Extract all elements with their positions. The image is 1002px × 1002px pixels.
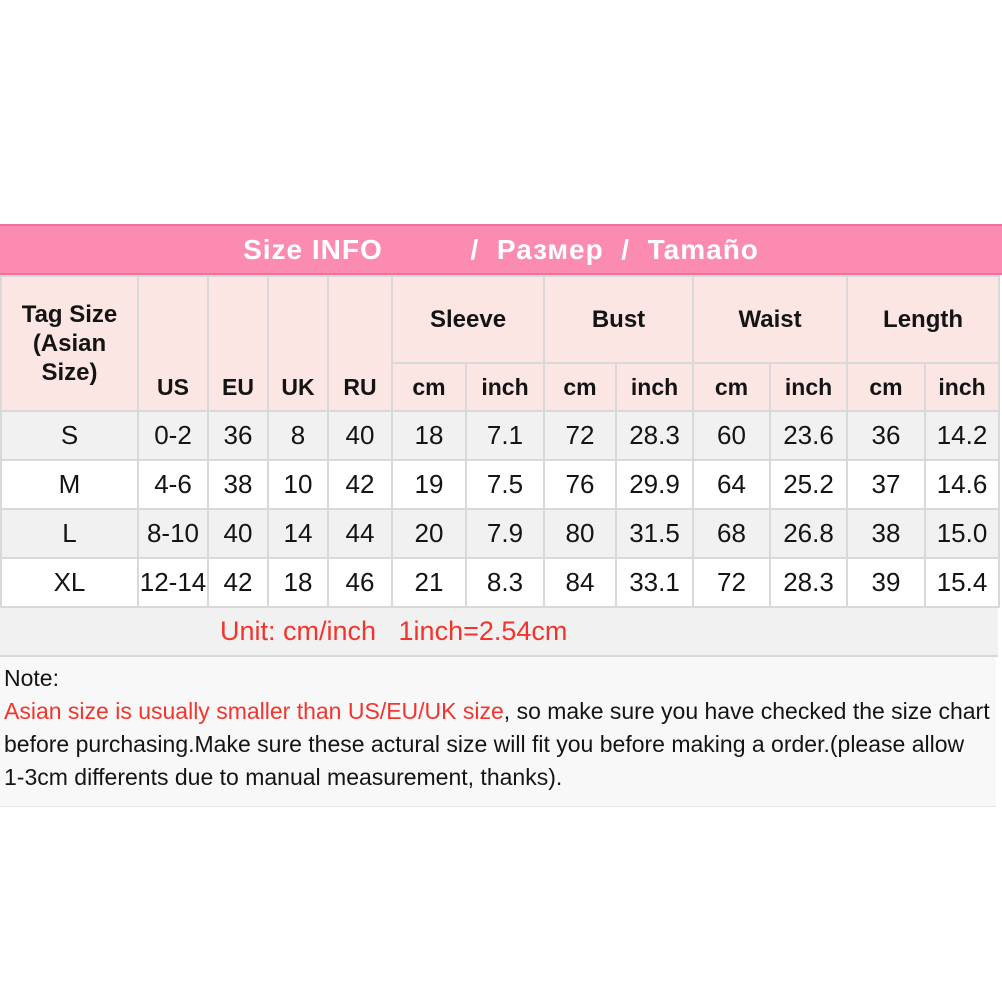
header-bust: Bust [543, 275, 695, 364]
header-eu: EU [207, 275, 269, 412]
note-red-text: Asian size is usually smaller than US/EU… [4, 698, 504, 724]
size-cell: 8 [267, 410, 329, 461]
size-cell: 28.3 [615, 410, 695, 461]
size-cell: 72 [692, 557, 772, 608]
size-cell: 20 [391, 508, 467, 559]
size-cell: 4-6 [137, 459, 209, 510]
size-cell: 68 [692, 508, 772, 559]
header-waist: Waist [692, 275, 849, 364]
header-us: US [137, 275, 209, 412]
size-cell: 40 [327, 410, 393, 461]
unit-note-bar: Unit: cm/inch 1inch=2.54cm [0, 608, 998, 657]
size-cell: 26.8 [769, 508, 849, 559]
header-tag-size: Tag Size (Asian Size) [0, 275, 139, 412]
header-sleeve: Sleeve [390, 275, 546, 364]
size-cell: 64 [692, 459, 772, 510]
size-cell: 14.2 [924, 410, 1001, 461]
size-cell: 21 [391, 557, 467, 608]
size-cell: 29.9 [615, 459, 695, 510]
size-cell: S [0, 410, 139, 461]
header-length-inch: inch [924, 362, 1001, 412]
size-cell: 42 [327, 459, 393, 510]
size-cell: M [0, 459, 139, 510]
table-header-unit-row: cm inch cm inch cm inch cm inch [1, 362, 1001, 412]
size-cell: 44 [327, 508, 393, 559]
size-cell: 7.5 [464, 459, 546, 510]
size-cell: 42 [207, 557, 269, 608]
size-table: Tag Size (Asian Size) US EU UK RU Sleeve… [0, 275, 1001, 608]
size-cell: 25.2 [769, 459, 849, 510]
size-cell: 7.9 [464, 508, 546, 559]
size-cell: 84 [543, 557, 618, 608]
header-sleeve-inch: inch [464, 362, 546, 412]
size-cell: 8-10 [137, 508, 209, 559]
size-cell: 18 [391, 410, 467, 461]
note-section: Note: Asian size is usually smaller than… [0, 657, 996, 807]
top-whitespace [0, 0, 1002, 224]
size-cell: XL [0, 557, 139, 608]
size-cell: 7.1 [464, 410, 546, 461]
header-bust-cm: cm [543, 362, 618, 412]
header-waist-inch: inch [769, 362, 849, 412]
unit-note-text: Unit: cm/inch 1inch=2.54cm [220, 616, 568, 646]
size-info-banner: Size INFO / Размер / Tamaño [0, 224, 1002, 275]
size-cell: 38 [846, 508, 927, 559]
size-cell: 39 [846, 557, 927, 608]
header-length: Length [846, 275, 1001, 364]
table-row-l: L 8-10 40 14 44 20 7.9 80 31.5 68 26.8 3… [0, 508, 1001, 559]
size-cell: 15.0 [924, 508, 1001, 559]
header-ru: RU [327, 275, 393, 412]
size-cell: 36 [207, 410, 269, 461]
header-bust-inch: inch [615, 362, 695, 412]
size-cell: 72 [543, 410, 618, 461]
header-sleeve-cm: cm [391, 362, 467, 412]
size-cell: 37 [846, 459, 927, 510]
size-cell: 14.6 [924, 459, 1001, 510]
size-cell: 28.3 [769, 557, 849, 608]
table-row-m: M 4-6 38 10 42 19 7.5 76 29.9 64 25.2 37… [0, 459, 1001, 510]
table-row-xl: XL 12-14 42 18 46 21 8.3 84 33.1 72 28.3… [0, 557, 1001, 608]
size-cell: 18 [267, 557, 329, 608]
size-cell: 36 [846, 410, 927, 461]
table-row-s: S 0-2 36 8 40 18 7.1 72 28.3 60 23.6 36 … [0, 410, 1001, 461]
table-header-group-row: Tag Size (Asian Size) US EU UK RU Sleeve… [0, 275, 1001, 412]
size-cell: 19 [391, 459, 467, 510]
size-cell: 14 [267, 508, 329, 559]
size-cell: 33.1 [615, 557, 695, 608]
size-cell: 10 [267, 459, 329, 510]
size-cell: 8.3 [464, 557, 546, 608]
size-cell: 31.5 [615, 508, 695, 559]
note-body: Asian size is usually smaller than US/EU… [4, 695, 990, 794]
size-cell: 76 [543, 459, 618, 510]
size-cell: 12-14 [137, 557, 209, 608]
note-rest-text: , so make sure you have checked the size… [4, 698, 990, 790]
note-label: Note: [4, 665, 59, 691]
header-length-cm: cm [846, 362, 927, 412]
header-uk: UK [267, 275, 329, 412]
size-cell: 15.4 [924, 557, 1001, 608]
header-waist-cm: cm [692, 362, 772, 412]
size-cell: 23.6 [769, 410, 849, 461]
size-cell: 60 [692, 410, 772, 461]
size-cell: 40 [207, 508, 269, 559]
size-cell: L [0, 508, 139, 559]
size-cell: 38 [207, 459, 269, 510]
banner-title: Size INFO / Размер / Tamaño [243, 233, 759, 265]
size-cell: 80 [543, 508, 618, 559]
size-cell: 0-2 [137, 410, 209, 461]
size-cell: 46 [327, 557, 393, 608]
